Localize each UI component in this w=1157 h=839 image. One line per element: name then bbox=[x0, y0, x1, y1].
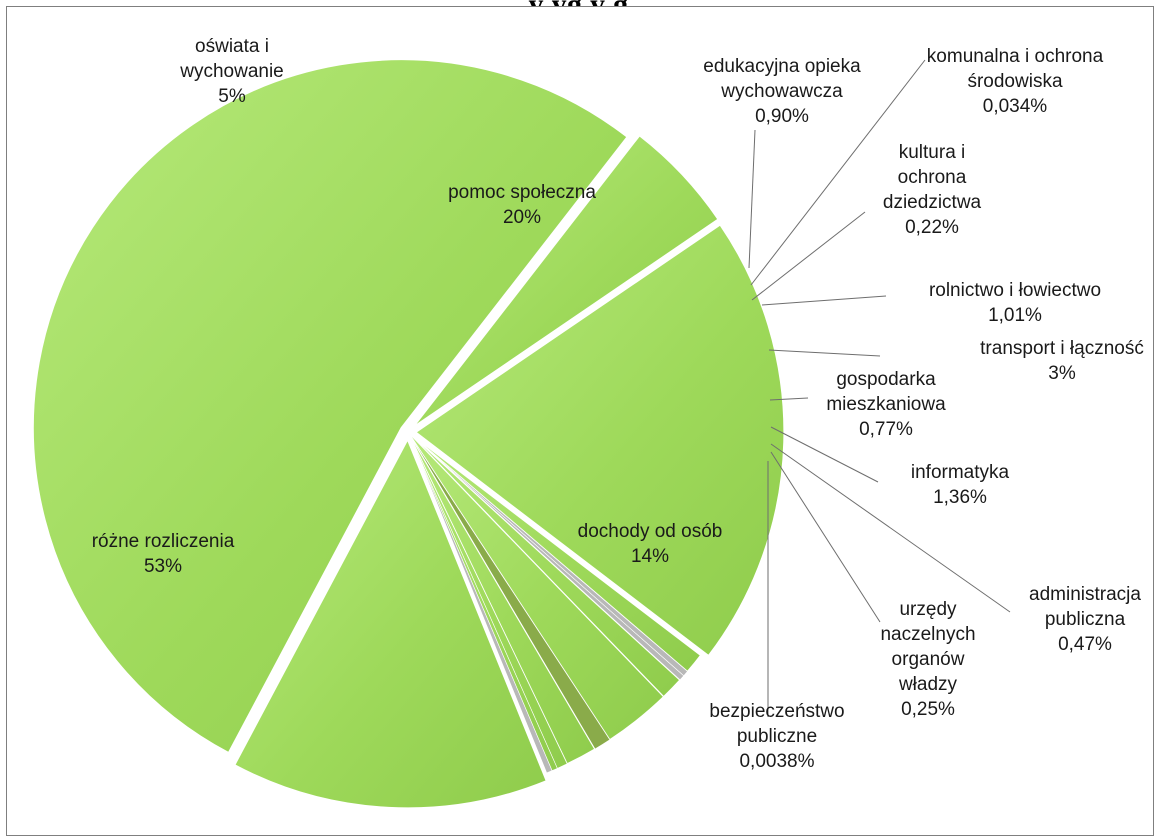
data-label-6: kultura i ochrona dziedzictwa 0,22% bbox=[883, 142, 982, 238]
data-label-name: administracja bbox=[1029, 584, 1141, 605]
data-label-name: wychowawcza bbox=[720, 81, 843, 102]
leader-line-10 bbox=[770, 426, 879, 483]
data-label-name: wychowanie bbox=[179, 61, 284, 82]
data-label-name: kultura i bbox=[899, 142, 966, 163]
leader-lines bbox=[748, 59, 1011, 717]
data-label-name: publiczne bbox=[737, 726, 817, 747]
data-label-value: 20% bbox=[503, 207, 541, 228]
leader-line-8 bbox=[768, 349, 881, 357]
pie-slice-2 bbox=[413, 134, 719, 428]
pie-slice-3 bbox=[414, 224, 785, 657]
data-label-2: oświata i wychowanie 5% bbox=[179, 36, 284, 107]
data-label-name: ochrona bbox=[898, 167, 967, 188]
data-labels: różne rozliczenia 53% oświata i wychowanie 5… bbox=[92, 36, 1144, 772]
data-label-name: naczelnych bbox=[880, 624, 975, 645]
leader-line-11 bbox=[770, 443, 1011, 613]
data-label-value: 1,01% bbox=[988, 305, 1042, 326]
data-label-14: dochody od osób 14% bbox=[578, 521, 723, 567]
data-label-value: 14% bbox=[631, 546, 669, 567]
pie-slice-14 bbox=[234, 438, 548, 809]
data-label-value: 0,47% bbox=[1058, 634, 1112, 655]
pie-slice-13 bbox=[407, 431, 553, 774]
data-label-value: 0,22% bbox=[905, 217, 959, 238]
data-label-value: 0,0038% bbox=[739, 751, 814, 772]
data-label-5: komunalna i ochrona środowiska 0,034% bbox=[927, 46, 1104, 117]
data-label-name: mieszkaniowa bbox=[826, 394, 946, 415]
data-label-value: 0,77% bbox=[859, 419, 913, 440]
leader-line-7 bbox=[761, 295, 887, 306]
data-label-name: publiczna bbox=[1045, 609, 1126, 630]
leader-line-4 bbox=[748, 129, 756, 269]
data-label-1: różne rozliczenia 53% bbox=[92, 531, 235, 577]
data-label-8: transport i łączność 3% bbox=[980, 338, 1144, 384]
data-label-4: edukacyjna opieka wychowawcza 0,90% bbox=[703, 56, 861, 127]
data-label-3: pomoc społeczna 20% bbox=[448, 182, 596, 228]
data-label-name: dziedzictwa bbox=[883, 192, 982, 213]
data-label-9: gospodarka mieszkaniowa 0,77% bbox=[826, 369, 946, 440]
data-label-value: 1,36% bbox=[933, 487, 987, 508]
data-label-name: informatyka bbox=[911, 462, 1010, 483]
pie-slice-1 bbox=[32, 59, 628, 754]
data-label-name: środowiska bbox=[967, 71, 1062, 92]
data-label-name: dochody od osób bbox=[578, 521, 723, 542]
leader-line-9 bbox=[769, 397, 809, 401]
data-label-value: 0,25% bbox=[901, 699, 955, 720]
data-label-name: różne rozliczenia bbox=[92, 531, 235, 552]
data-label-7: rolnictwo i łowiectwo 1,01% bbox=[929, 280, 1101, 326]
data-label-10: informatyka 1,36% bbox=[911, 462, 1010, 508]
data-label-name: urzędy bbox=[899, 599, 957, 620]
data-label-value: 53% bbox=[144, 556, 182, 577]
data-label-name: edukacyjna opieka bbox=[703, 56, 861, 77]
pie-slices bbox=[32, 59, 785, 809]
leader-line-12 bbox=[770, 451, 881, 623]
data-label-value: 3% bbox=[1048, 363, 1076, 384]
data-label-11: administracja publiczna 0,47% bbox=[1029, 584, 1141, 655]
data-label-name: transport i łączność bbox=[980, 338, 1144, 359]
data-label-name: rolnictwo i łowiectwo bbox=[929, 280, 1101, 301]
data-label-name: oświata i bbox=[195, 36, 269, 57]
data-label-name: bezpieczeństwo bbox=[709, 701, 844, 722]
data-label-13: bezpieczeństwo publiczne 0,0038% bbox=[709, 701, 844, 772]
data-label-value: 0,90% bbox=[755, 106, 809, 127]
leader-line-6 bbox=[751, 211, 866, 301]
data-label-name: komunalna i ochrona bbox=[927, 46, 1104, 67]
data-label-name: gospodarka bbox=[836, 369, 936, 390]
data-label-value: 0,034% bbox=[983, 96, 1048, 117]
data-label-name: władzy bbox=[898, 674, 958, 695]
data-label-name: pomoc społeczna bbox=[448, 182, 596, 203]
leader-line-5 bbox=[750, 59, 926, 286]
data-label-name: organów bbox=[892, 649, 965, 670]
data-label-value: 5% bbox=[218, 86, 246, 107]
data-label-12: urzędy naczelnych organów władzy 0,25% bbox=[880, 599, 975, 720]
